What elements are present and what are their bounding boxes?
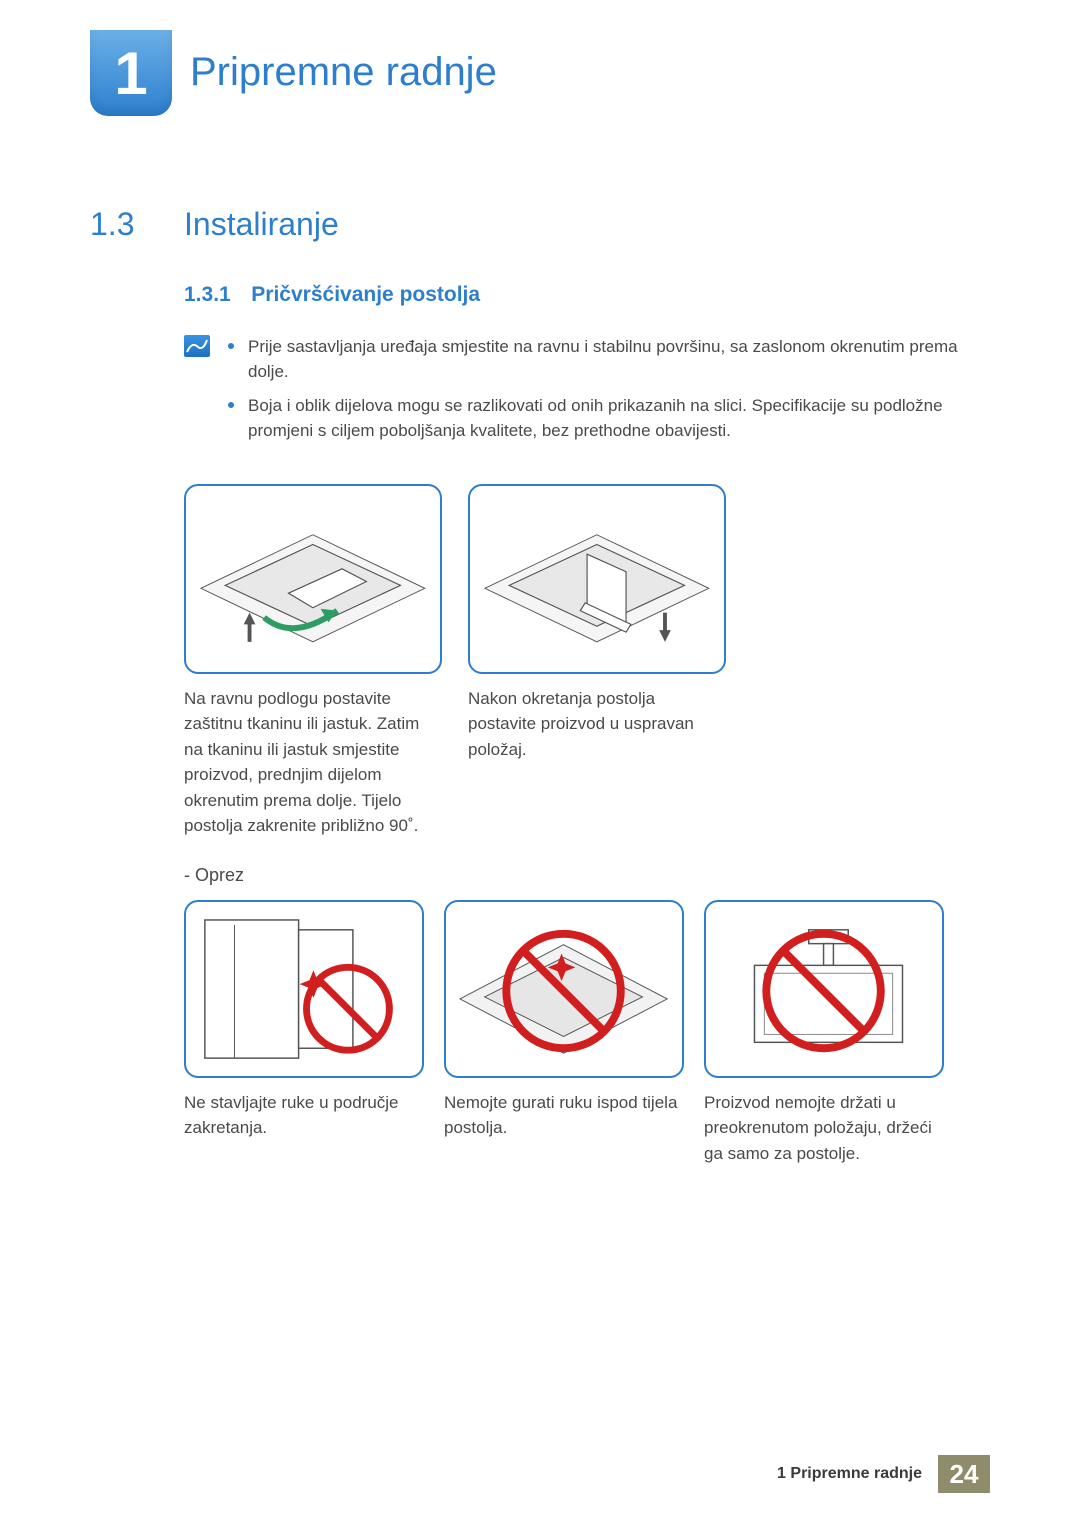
figure-caption: Nemojte gurati ruku ispod tijela postolj… <box>444 1090 684 1141</box>
subsection-title: Pričvršćivanje postolja <box>251 283 480 306</box>
figure-caption: Nakon okretanja postolja postavite proiz… <box>468 686 726 763</box>
chapter-number-badge: 1 <box>90 30 172 116</box>
footer-page-number: 24 <box>938 1455 990 1493</box>
chapter-title: Pripremne radnje <box>190 30 497 95</box>
note-icon <box>184 335 210 357</box>
subsection-heading: 1.3.1 Pričvršćivanje postolja <box>184 283 990 307</box>
figure-caption: Ne stavljajte ruke u područje zakretanja… <box>184 1090 424 1141</box>
note-item: Prije sastavljanja uređaja smjestite na … <box>228 335 990 384</box>
chapter-header: 1 Pripremne radnje <box>90 30 990 116</box>
figure-caution-2 <box>444 900 684 1078</box>
subsection-number: 1.3.1 <box>184 283 231 306</box>
section-heading: 1.3 Instaliranje <box>90 206 990 243</box>
section-number: 1.3 <box>90 206 160 243</box>
figure-caption: Na ravnu podlogu postavite zaštitnu tkan… <box>184 686 442 839</box>
note-item: Boja i oblik dijelova mogu se razlikovat… <box>228 394 990 443</box>
figure-step-1 <box>184 484 442 674</box>
figure-caution-1 <box>184 900 424 1078</box>
page-footer: 1 Pripremne radnje 24 <box>761 1455 990 1493</box>
caution-label: - Oprez <box>184 865 990 886</box>
figure-caption: Proizvod nemojte držati u preokrenutom p… <box>704 1090 944 1167</box>
section-title: Instaliranje <box>184 206 339 243</box>
footer-chapter-label: 1 Pripremne radnje <box>761 1455 938 1493</box>
figure-step-2 <box>468 484 726 674</box>
note-block: Prije sastavljanja uređaja smjestite na … <box>184 335 990 454</box>
figure-caution-3 <box>704 900 944 1078</box>
